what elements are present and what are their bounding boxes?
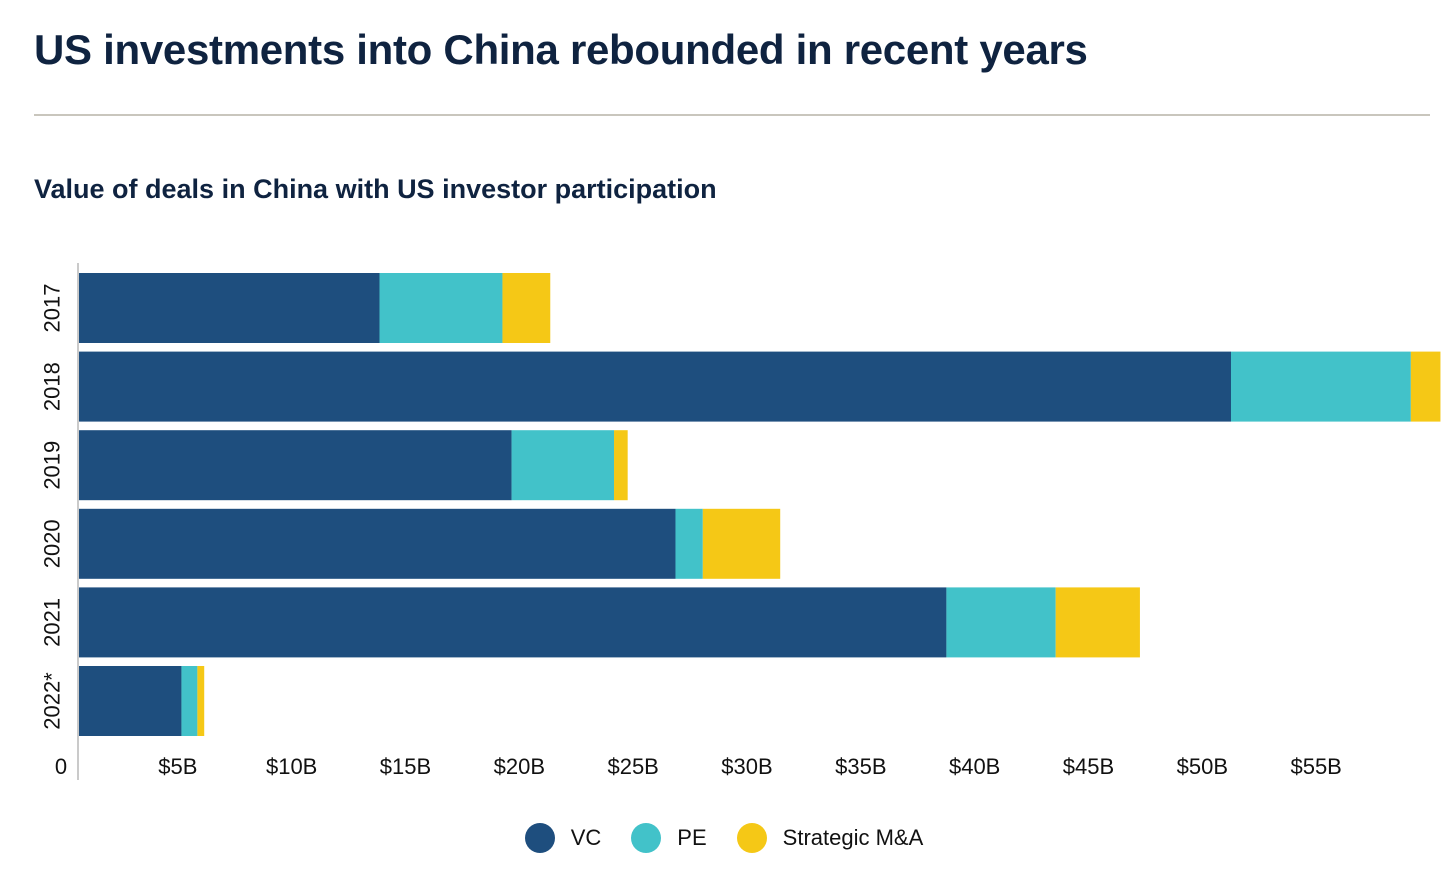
x-tick-label-10b: $10B xyxy=(266,754,317,779)
legend-item-vc: VC xyxy=(524,823,612,853)
legend-label-strategic-ma: Strategic M&A xyxy=(782,825,924,850)
bar-2017-vc xyxy=(79,273,380,343)
bar-2020-strategic-m-a xyxy=(702,508,781,579)
bar-2017-pe xyxy=(379,273,503,343)
legend-label-vc: VC xyxy=(570,825,602,850)
x-tick-label-50b: $50B xyxy=(1177,754,1228,779)
bar-2021-vc xyxy=(79,587,947,658)
bar-2021-pe xyxy=(946,587,1056,658)
title-divider xyxy=(34,114,1430,116)
x-tick-label-55b: $55B xyxy=(1290,754,1341,779)
bar-2022-vc xyxy=(79,666,182,736)
category-label-2018: 2018 xyxy=(40,362,65,411)
x-tick-label-0: 0 xyxy=(55,754,67,779)
bar-2017-strategic-m-a xyxy=(502,273,551,343)
bars-group xyxy=(79,273,1441,736)
bar-2019-vc xyxy=(79,430,512,501)
category-label-2020: 2020 xyxy=(40,519,65,568)
bar-2018-vc xyxy=(79,351,1231,422)
legend-label-pe: PE xyxy=(677,825,707,850)
x-tick-label-45b: $45B xyxy=(1063,754,1114,779)
legend-swatch-strategic-ma xyxy=(736,823,767,853)
legend: VC PE Strategic M&A xyxy=(0,818,1456,858)
legend-item-strategic-ma: Strategic M&A xyxy=(736,823,934,853)
x-tick-label-35b: $35B xyxy=(835,754,886,779)
legend-swatch-vc xyxy=(524,823,555,853)
bar-2022-pe xyxy=(181,666,198,736)
stacked-bar-chart: 2017 2018 2019 2020 2021 2022* 0 $5B $10B $15B $2… xyxy=(40,263,1441,780)
chart-subtitle: Value of deals in China with US investor… xyxy=(34,174,717,204)
category-labels: 2017 2018 2019 2020 2021 2022* xyxy=(40,284,65,730)
x-tick-label-30b: $30B xyxy=(721,754,772,779)
bar-2018-pe xyxy=(1230,351,1411,422)
x-tick-label-20b: $20B xyxy=(494,754,545,779)
legend-swatch-pe xyxy=(631,823,662,853)
x-tick-label-25b: $25B xyxy=(607,754,658,779)
chart-title: US investments into China rebounded in r… xyxy=(34,26,1088,73)
x-tick-label-40b: $40B xyxy=(949,754,1000,779)
x-tick-label-15b: $15B xyxy=(380,754,431,779)
bar-2019-strategic-m-a xyxy=(614,430,628,501)
category-label-2019: 2019 xyxy=(40,441,65,490)
bar-2021-strategic-m-a xyxy=(1055,587,1140,658)
bar-2020-vc xyxy=(79,508,676,579)
x-tick-labels: 0 $5B $10B $15B $20B $25B $30B $35B $40B $45B $50B… xyxy=(55,754,1342,779)
bar-2019-pe xyxy=(511,430,615,501)
legend-item-pe: PE xyxy=(631,823,716,853)
bar-2022-strategic-m-a xyxy=(197,666,205,736)
x-tick-label-5b: $5B xyxy=(158,754,197,779)
category-label-2021: 2021 xyxy=(40,598,65,647)
category-label-2022: 2022* xyxy=(40,672,65,730)
bar-2018-strategic-m-a xyxy=(1410,351,1441,422)
bar-2020-pe xyxy=(675,508,703,579)
category-label-2017: 2017 xyxy=(40,284,65,333)
